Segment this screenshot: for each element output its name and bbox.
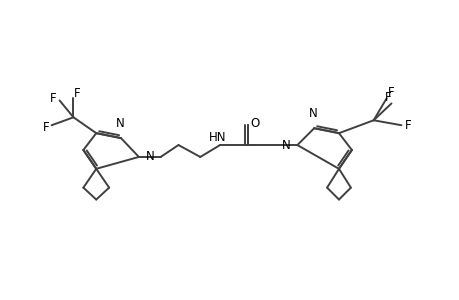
Text: N: N: [281, 139, 290, 152]
Text: O: O: [250, 117, 259, 130]
Text: N: N: [115, 117, 124, 130]
Text: F: F: [384, 91, 391, 104]
Text: F: F: [74, 87, 81, 100]
Text: N: N: [308, 107, 317, 120]
Text: F: F: [387, 86, 394, 99]
Text: F: F: [42, 121, 49, 134]
Text: HN: HN: [209, 130, 226, 144]
Text: F: F: [404, 119, 411, 132]
Text: N: N: [146, 150, 154, 164]
Text: F: F: [50, 92, 57, 105]
